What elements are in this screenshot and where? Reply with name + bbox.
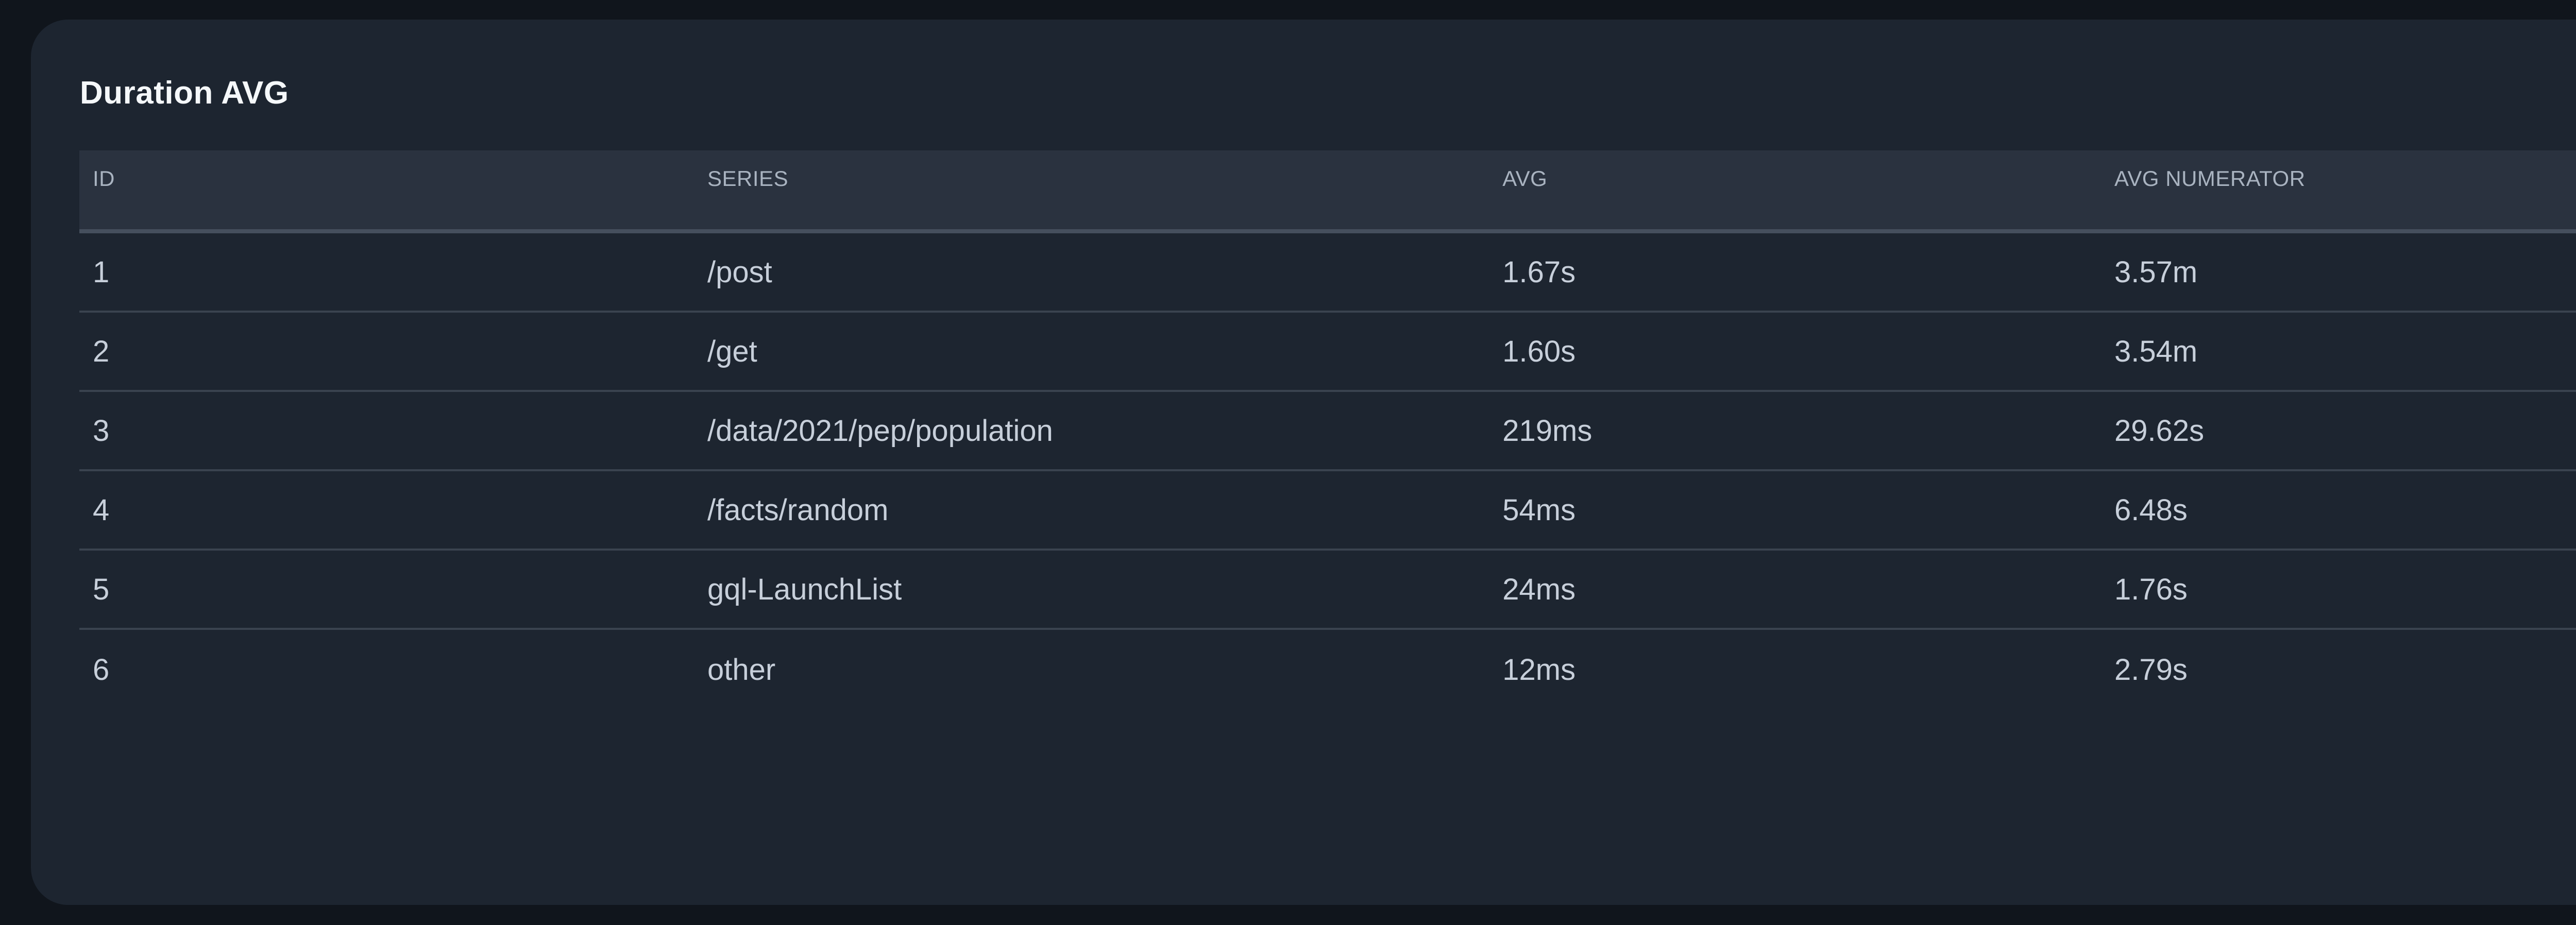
card-header: Duration AVG [31,20,2576,150]
cell-series: /get [707,334,757,368]
cell-avg: 54ms [1502,493,1576,527]
cell-series: /post [707,255,772,289]
cell-series: /facts/random [707,493,889,527]
cell-series: other [707,653,776,687]
cell-id: 3 [93,414,110,448]
cell-avg: 1.60s [1502,334,1576,368]
column-header: ID [93,166,115,191]
cell-series: gql-LaunchList [707,572,902,606]
cell-avg_numerator: 3.57m [2114,255,2198,289]
cell-series: /data/2021/pep/population [707,414,1053,448]
table-body: 1/post1.67s3.57m1282/get1.60s3.54m1333/d… [79,233,2576,709]
column-header: AVG [1502,166,1548,191]
cell-id: 2 [93,334,110,368]
cell-avg_numerator: 3.54m [2114,334,2198,368]
cell-id: 4 [93,493,110,527]
cell-avg: 1.67s [1502,255,1576,289]
duration-avg-card: Duration AVG [31,20,2576,905]
cell-id: 5 [93,572,110,606]
cell-avg: 24ms [1502,572,1576,606]
column-header: SERIES [707,166,789,191]
cell-avg: 12ms [1502,653,1576,687]
cell-id: 1 [93,255,110,289]
cell-avg_numerator: 29.62s [2114,414,2205,448]
cell-id: 6 [93,653,110,687]
cell-avg_numerator: 2.79s [2114,653,2188,687]
column-header: AVG NUMERATOR [2114,166,2306,191]
cell-avg: 219ms [1502,414,1592,448]
cell-avg_numerator: 1.76s [2114,572,2188,606]
cell-avg_numerator: 6.48s [2114,493,2188,527]
card-title: Duration AVG [80,75,289,111]
